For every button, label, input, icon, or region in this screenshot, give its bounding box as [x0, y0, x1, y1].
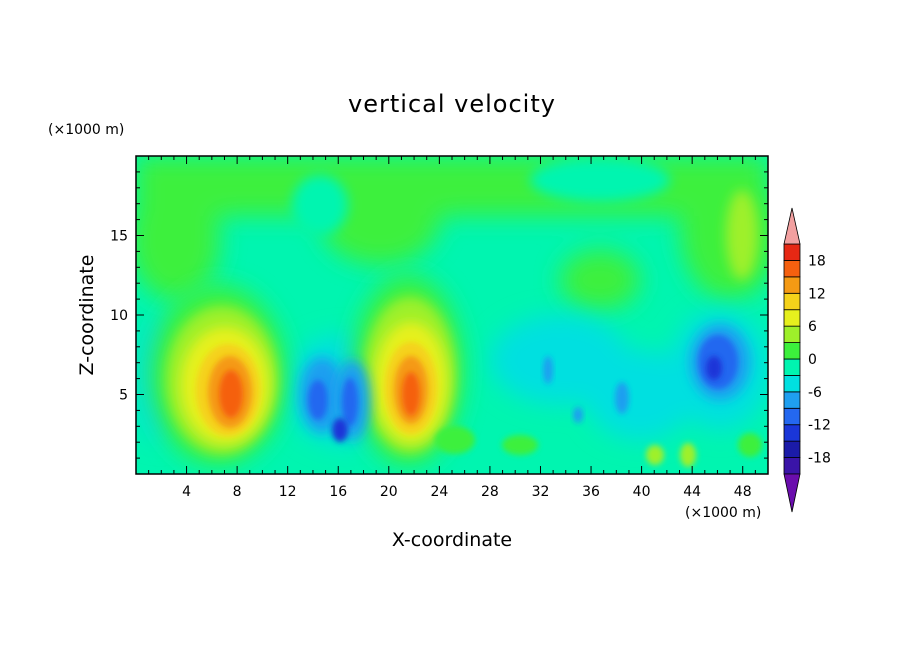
x-tick-label: 8 — [233, 484, 242, 500]
updraft-core-center — [353, 275, 463, 465]
colorbar-label: -6 — [808, 385, 822, 401]
colorbar-segment — [783, 325, 801, 343]
colorbar-segment — [783, 260, 801, 278]
colorbar-segment — [783, 391, 801, 409]
colorbar: 18 12 6 0 -6 -12 -18 — [783, 207, 831, 513]
upper-right-plume — [726, 190, 758, 280]
y-axis-unit: (×1000 m) — [48, 122, 124, 138]
y-tick-label: 5 — [119, 388, 128, 404]
x-tick-label: 12 — [279, 484, 297, 500]
downdraft-cell-right — [690, 324, 750, 400]
colorbar-label: 6 — [808, 319, 817, 335]
colorbar-label: -18 — [808, 451, 831, 467]
updraft-core-left — [150, 285, 286, 465]
x-tick-label: 24 — [430, 484, 448, 500]
velocity-field — [136, 156, 768, 474]
x-axis-ticks: 4 8 12 16 20 24 28 32 36 40 44 48 — [148, 156, 756, 500]
colorbar-segment — [783, 358, 801, 376]
x-axis-label: X-coordinate — [392, 529, 512, 551]
surface-updrafts — [435, 426, 762, 467]
colorbar-label: -12 — [808, 418, 831, 434]
y-axis-label: Z-coordinate — [76, 255, 98, 376]
colorbar-extend-max — [783, 207, 801, 245]
colorbar-label: 18 — [808, 253, 826, 269]
colorbar-extend-min — [783, 473, 801, 513]
x-tick-label: 40 — [633, 484, 651, 500]
y-tick-label: 15 — [110, 229, 128, 245]
chart-title: vertical velocity — [348, 90, 556, 118]
x-tick-label: 48 — [734, 484, 752, 500]
colorbar-segment — [783, 292, 801, 311]
colorbar-segment — [783, 342, 801, 360]
colorbar-segment — [783, 407, 801, 426]
x-tick-label: 36 — [582, 484, 600, 500]
x-tick-label: 20 — [380, 484, 398, 500]
x-tick-label: 28 — [481, 484, 499, 500]
x-tick-label: 44 — [683, 484, 701, 500]
x-tick-label: 4 — [182, 484, 191, 500]
colorbar-segment — [783, 243, 801, 261]
y-axis-ticks: 5 10 15 — [110, 171, 768, 459]
downdraft-cell-left — [300, 357, 370, 442]
downdraft-minor-cells — [543, 356, 629, 423]
colorbar-label: 0 — [808, 352, 817, 368]
colorbar-segment — [783, 375, 801, 393]
x-tick-label: 32 — [532, 484, 550, 500]
y-tick-label: 10 — [110, 308, 128, 324]
colorbar-segment — [783, 440, 801, 458]
colorbar-segment — [783, 457, 801, 475]
x-axis-unit: (×1000 m) — [685, 505, 761, 521]
x-tick-label: 16 — [329, 484, 347, 500]
colorbar-segment — [783, 276, 801, 294]
colorbar-segment — [783, 309, 801, 327]
colorbar-label: 12 — [808, 286, 826, 302]
colorbar-segment — [783, 424, 801, 442]
